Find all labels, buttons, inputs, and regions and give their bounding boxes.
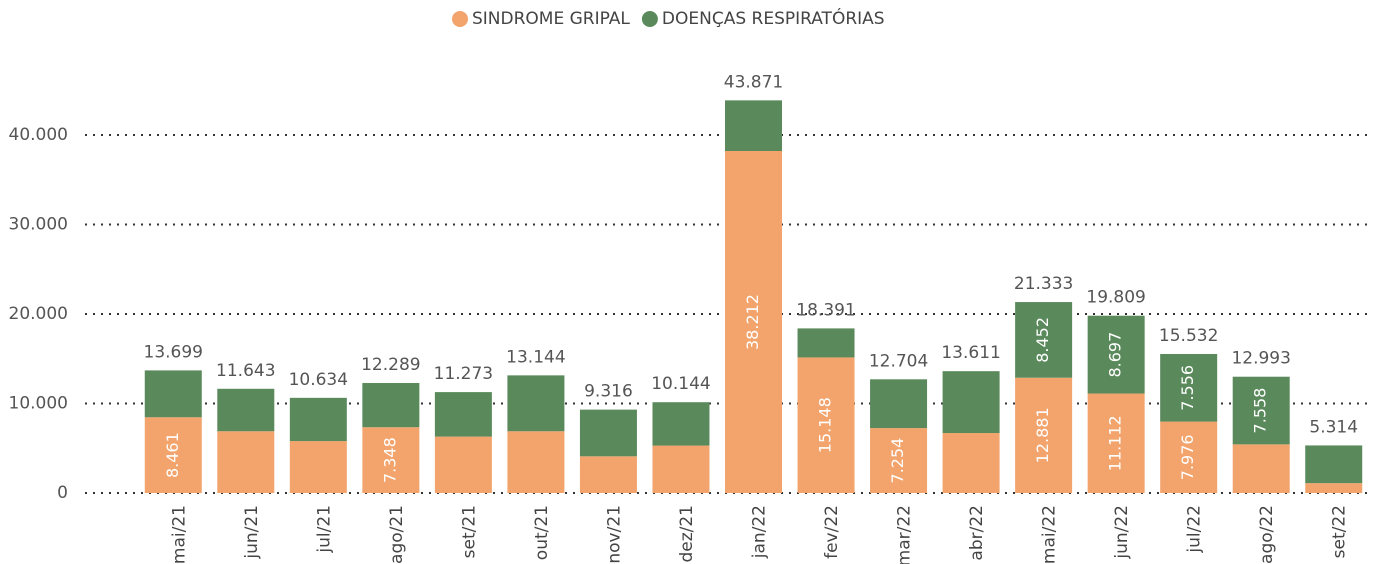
segment-label: 7.348 (380, 437, 399, 483)
bar-segment (942, 371, 1000, 434)
bar-segment (1015, 377, 1073, 493)
y-tick-label: 40.000 (9, 125, 68, 145)
bar-segment (1305, 445, 1363, 484)
bar-segment (1015, 302, 1073, 378)
bar-segment (289, 397, 347, 442)
total-label: 11.273 (434, 364, 493, 384)
x-tick-label: abr/22 (967, 505, 987, 561)
bar-segment (652, 445, 710, 493)
total-label: 15.532 (1159, 326, 1218, 346)
total-label: 12.289 (361, 355, 420, 375)
y-tick-label: 10.000 (9, 394, 68, 414)
bar-segment (870, 379, 928, 429)
segment-label: 7.254 (888, 438, 907, 484)
bar-segment (1087, 315, 1145, 394)
total-label: 18.391 (796, 300, 855, 320)
bar-segment (217, 431, 275, 493)
x-tick-label: jun/22 (1112, 505, 1132, 560)
y-tick-label: 30.000 (9, 215, 68, 235)
total-label: 13.144 (506, 347, 565, 367)
x-tick-label: jun/21 (242, 505, 262, 560)
bar-segment (1160, 353, 1218, 422)
x-tick-label: set/21 (459, 505, 479, 558)
x-tick-label: nov/21 (604, 505, 624, 564)
bar-segment (725, 151, 782, 493)
bar-segment (1232, 444, 1290, 493)
total-label: 21.333 (1014, 274, 1073, 294)
bar-segment (289, 441, 347, 493)
x-tick-label: set/22 (1330, 505, 1350, 558)
segment-label: 38.212 (743, 294, 762, 350)
x-tick-label: ago/22 (1257, 505, 1277, 564)
x-tick-label: out/21 (532, 505, 552, 560)
bar-segment (434, 392, 492, 437)
bar-segment (507, 375, 565, 432)
segment-label: 7.976 (1178, 434, 1197, 480)
total-label: 13.611 (941, 343, 1000, 363)
segment-label: 15.148 (816, 397, 835, 453)
bar-segment (362, 383, 420, 428)
x-tick-label: dez/21 (677, 505, 697, 563)
segment-label: 11.112 (1106, 415, 1125, 471)
segment-label: 12.881 (1033, 407, 1052, 463)
y-tick-label: 0 (57, 483, 68, 503)
legend-label: DOENÇAS RESPIRATÓRIAS (662, 7, 885, 29)
segment-label: 7.558 (1251, 388, 1270, 434)
bar-segment (579, 409, 637, 457)
total-label: 19.809 (1086, 288, 1145, 308)
bar-segment (217, 388, 275, 432)
x-tick-label: mar/22 (895, 505, 915, 564)
total-label: 43.871 (724, 72, 783, 92)
total-label: 10.634 (289, 370, 348, 390)
segment-label: 8.452 (1033, 317, 1052, 363)
x-tick-label: mai/21 (169, 505, 189, 564)
total-label: 10.144 (651, 374, 710, 394)
x-tick-label: jan/22 (750, 505, 770, 559)
bar-segment (652, 402, 710, 446)
x-tick-label: jul/22 (1185, 505, 1205, 554)
bar-segment (144, 417, 202, 493)
bar-segment (434, 436, 492, 493)
legend-marker (641, 11, 658, 27)
segment-label: 8.697 (1106, 332, 1125, 378)
legend-label: SINDROME GRIPAL (472, 9, 630, 29)
bar-segment (797, 357, 855, 493)
bar-segment (1087, 393, 1145, 493)
bar-segment (725, 100, 782, 152)
total-label: 12.993 (1231, 349, 1290, 369)
bar-segment (1160, 421, 1218, 493)
x-tick-label: jul/21 (314, 505, 334, 554)
bar-segment (797, 328, 855, 358)
bar-segment (1232, 376, 1290, 445)
total-label: 5.314 (1309, 417, 1358, 437)
bar-segment (1305, 483, 1363, 493)
segment-label: 7.556 (1178, 365, 1197, 411)
y-tick-label: 20.000 (9, 304, 68, 324)
bar-segment (144, 370, 202, 418)
total-label: 11.643 (216, 361, 275, 381)
total-label: 9.316 (584, 382, 633, 402)
bar-segment (579, 456, 637, 493)
total-label: 13.699 (144, 342, 203, 362)
legend-marker (452, 11, 468, 27)
bar-segment (362, 427, 420, 493)
x-tick-label: ago/21 (387, 505, 407, 564)
bar-segment (870, 428, 928, 493)
x-tick-label: mai/22 (1040, 505, 1060, 564)
segment-label: 8.461 (163, 432, 182, 478)
x-tick-label: fev/22 (822, 505, 842, 559)
total-label: 12.704 (869, 351, 928, 371)
bar-segment (942, 433, 1000, 493)
bar-segment (507, 431, 565, 493)
